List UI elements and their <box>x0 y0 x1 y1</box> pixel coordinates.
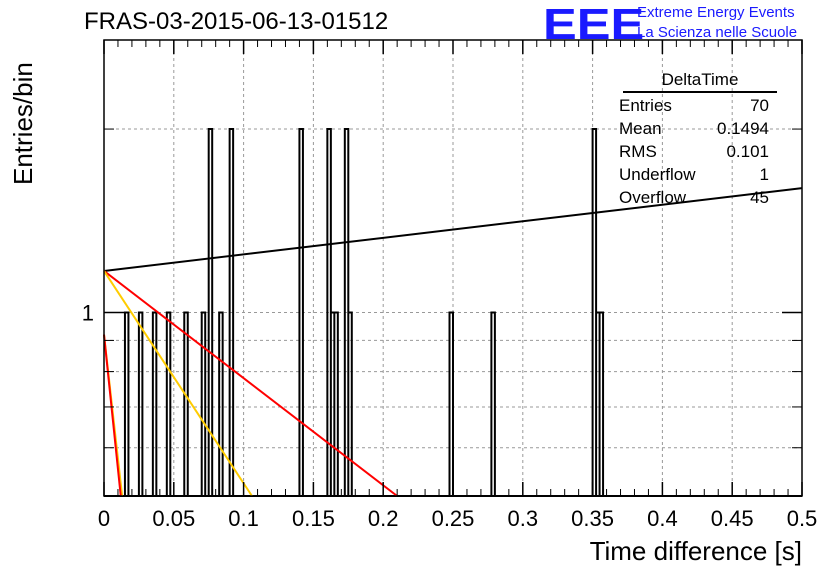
x-axis-label: Time difference [s] <box>589 536 802 566</box>
logo-subtitle-line1: Extreme Energy Events <box>637 4 795 21</box>
x-tick-label: 0.35 <box>571 506 614 531</box>
stats-value: 45 <box>750 188 769 207</box>
stats-row-overflow: Overflow 45 <box>611 186 779 209</box>
stats-value: 0.1494 <box>717 119 769 138</box>
stats-label: RMS <box>619 142 657 161</box>
stats-row-entries: Entries 70 <box>611 94 779 117</box>
stats-row-rms: RMS 0.101 <box>611 140 779 163</box>
x-tick-label: 0.25 <box>432 506 475 531</box>
stats-row-mean: Mean 0.1494 <box>611 117 779 140</box>
x-tick-label: 0.1 <box>228 506 259 531</box>
chart-title: FRAS-03-2015-06-13-01512 <box>84 8 389 35</box>
x-tick-label: 0.05 <box>152 506 195 531</box>
x-tick-label: 0.3 <box>508 506 539 531</box>
y-axis-label: Entries/bin <box>8 62 38 185</box>
stats-box: DeltaTime Entries 70 Mean 0.1494 RMS 0.1… <box>611 70 779 209</box>
fit-line <box>103 187 803 272</box>
stats-label: Overflow <box>619 188 687 207</box>
x-tick-label: 0 <box>98 506 110 531</box>
x-tick-label: 0.4 <box>647 506 678 531</box>
stats-label: Entries <box>619 96 672 115</box>
stats-value: 0.101 <box>726 142 769 161</box>
stats-label: Mean <box>619 119 662 138</box>
fit-line <box>103 334 122 497</box>
eee-logo: EEE <box>543 0 645 49</box>
x-tick-label: 0.5 <box>787 506 818 531</box>
stats-value: 70 <box>750 96 769 115</box>
stats-row-underflow: Underflow 1 <box>611 163 779 186</box>
y-tick-label: 1 <box>82 301 94 326</box>
stats-value: 1 <box>759 165 769 184</box>
x-tick-label: 0.2 <box>368 506 399 531</box>
logo-subtitle-line2: La Scienza nelle Scuole <box>637 24 798 41</box>
x-tick-label: 0.15 <box>292 506 335 531</box>
x-tick-label: 0.45 <box>711 506 754 531</box>
fit-line <box>103 270 398 497</box>
histogram-bins <box>123 128 605 496</box>
stats-label: Underflow <box>619 165 696 184</box>
stats-title: DeltaTime <box>623 70 777 93</box>
fit-line <box>103 270 253 497</box>
